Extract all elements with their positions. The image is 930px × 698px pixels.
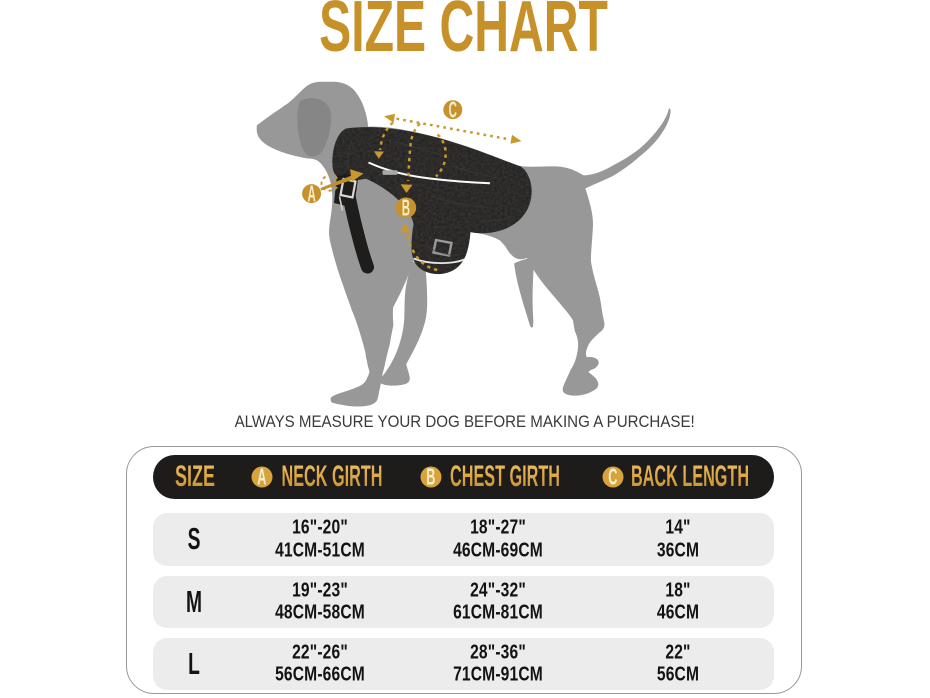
svg-text:B: B — [402, 195, 410, 220]
svg-text:C: C — [449, 97, 457, 122]
svg-text:A: A — [307, 181, 315, 206]
